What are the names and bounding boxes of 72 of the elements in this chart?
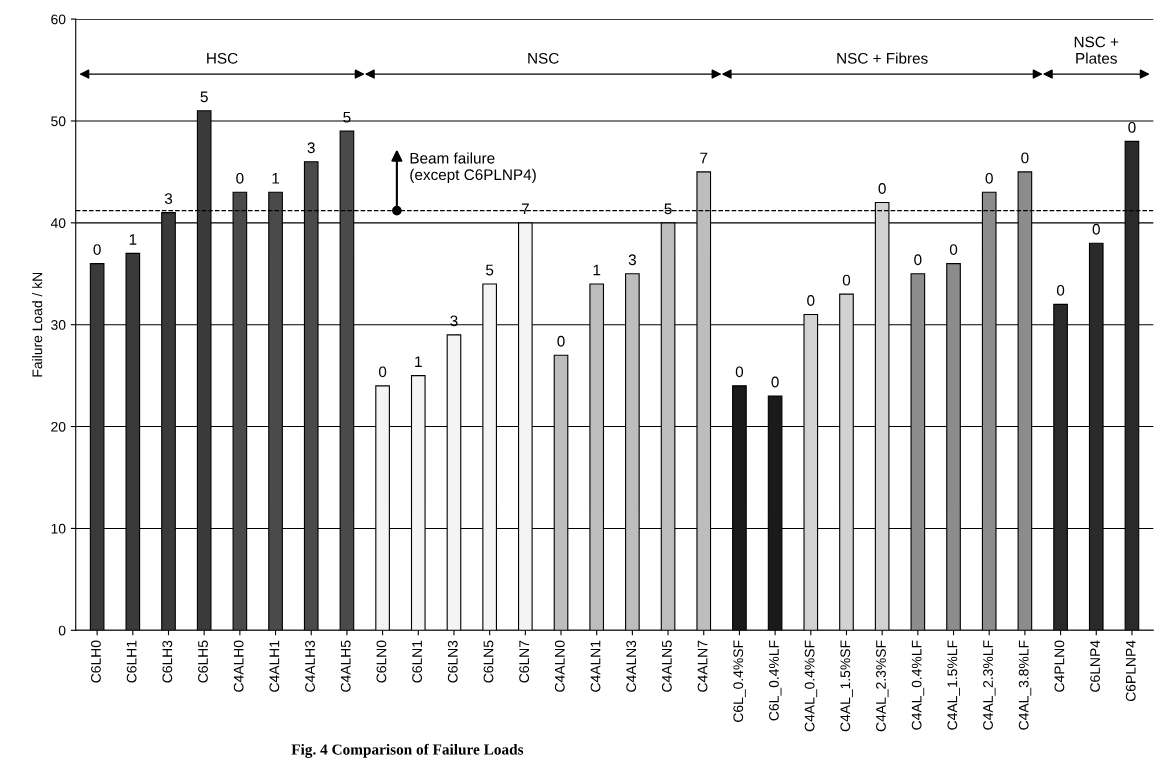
annotation: 0 [735, 366, 744, 378]
x-tick-label: C6LN3 [447, 640, 458, 683]
annotation: 0 [914, 254, 922, 266]
annotation: 5 [200, 91, 208, 103]
y-tick-label: 40 [50, 218, 66, 228]
y-tick-label: 10 [51, 523, 66, 534]
annotation: 3 [628, 254, 636, 266]
annotation: 0 [93, 244, 101, 255]
x-tick-label: C6LH3 [162, 640, 173, 683]
x-tick-label: C6LN0 [376, 640, 387, 683]
annotation: Beam failure (except C6PLNP4) [410, 152, 536, 184]
y-tick-label: 0 [58, 625, 66, 636]
x-tick-label: C6LH5 [198, 640, 208, 683]
annotation: 0 [949, 244, 958, 255]
annotation: 0 [842, 274, 851, 286]
annotation: NSC + Plates [1074, 36, 1119, 64]
annotation: 0 [236, 172, 244, 184]
x-tick-label: C4AL_0.4%SF [804, 640, 818, 732]
x-tick-label: C4ALH0 [233, 640, 244, 692]
y-tick-label: 60 [51, 14, 66, 25]
x-tick-label: C6LN5 [483, 640, 494, 683]
x-tick-label: C4ALH5 [340, 640, 351, 692]
annotation: 0 [1128, 121, 1136, 133]
annotation: 0 [1056, 284, 1065, 296]
x-tick-label: C4ALN7 [697, 640, 708, 692]
x-tick-label: C4AL_2.3%SF [876, 640, 889, 732]
annotation: 1 [593, 264, 601, 276]
annotation: 0 [807, 295, 815, 306]
annotation: 0 [1021, 152, 1029, 164]
y-tick-label: 50 [51, 116, 66, 127]
annotation: 3 [164, 193, 173, 205]
annotation: 1 [415, 356, 422, 367]
annotation: 5 [486, 264, 494, 276]
x-tick-label: C4AL_0.4%LF [911, 640, 925, 730]
x-tick-label: C4PLN0 [1054, 640, 1065, 692]
x-tick-label: C6L_0.4%SF [733, 640, 746, 722]
annotation: 1 [272, 173, 280, 184]
x-tick-label: C6LH1 [126, 640, 137, 683]
x-tick-label: C4ALN5 [661, 640, 672, 692]
x-tick-label: C6LN7 [519, 640, 530, 683]
x-tick-label: C4ALH3 [305, 640, 315, 692]
x-tick-label: C4ALN1 [590, 640, 601, 692]
x-tick-label: C6LNP4 [1090, 640, 1100, 692]
annotation: NSC + Fibres [837, 52, 928, 64]
annotation: 0 [985, 172, 993, 184]
annotation: 3 [450, 315, 458, 327]
x-tick-label: C6LN1 [412, 640, 423, 683]
x-tick-label: C4AL_1.5%SF [840, 640, 853, 732]
x-tick-label: C4AL_2.3%LF [983, 640, 996, 730]
y-tick-label: 20 [51, 421, 66, 432]
annotation: NSC [528, 52, 559, 64]
caption: Fig. 4 Comparison of Failure Loads [291, 743, 524, 758]
annotation: HSC [207, 52, 238, 64]
x-tick-label: C6PLNP4 [1125, 640, 1136, 702]
annotation: 5 [343, 111, 351, 123]
annotation: 0 [378, 366, 387, 378]
x-tick-label: C6LH0 [91, 640, 101, 683]
x-tick-label: C4ALH1 [269, 640, 280, 692]
x-tick-label: C4ALN0 [554, 640, 565, 692]
annotation: 0 [1092, 223, 1100, 235]
annotation: 1 [129, 234, 137, 245]
annotation: 7 [700, 152, 708, 164]
x-tick-label: C6L_0.4%LF [769, 640, 782, 721]
y-axis-title: Failure Load / kN [32, 272, 43, 377]
y-tick-label: 30 [51, 320, 66, 330]
x-tick-label: C4AL_3.8%LF [1018, 640, 1032, 730]
x-tick-label: C4AL_1.5%LF [947, 640, 960, 730]
annotation: 3 [307, 142, 315, 154]
annotation: 0 [771, 376, 779, 388]
annotation: 0 [878, 183, 886, 194]
x-tick-label: C4ALN3 [626, 640, 637, 692]
annotation: 0 [557, 335, 565, 347]
